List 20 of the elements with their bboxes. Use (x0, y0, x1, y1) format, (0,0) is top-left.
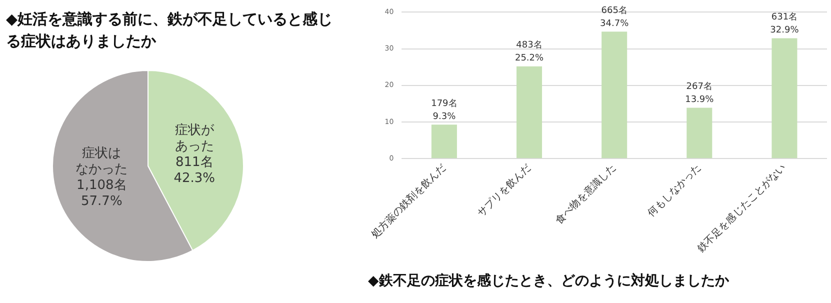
chart-title: ◆妊活を意識する前に、鉄が不足していると感じる症状はありましたか (6, 9, 334, 52)
slice-label: 症状はなかった (76, 146, 128, 177)
bar (602, 32, 628, 158)
slice-label: 症状があった (174, 122, 215, 154)
data-label: 267名 13.9% (685, 81, 714, 106)
x-tick-label: 食べ物を意識した (553, 161, 618, 226)
x-tick-label: 処方薬の鉄剤を飲んだ (368, 161, 448, 241)
x-tick-label: 何もしなかった (646, 162, 704, 220)
data-label: 1,108名 57.7% (76, 178, 127, 209)
bar (431, 124, 457, 158)
data-label: 179名 9.3% (431, 98, 458, 122)
text: ◆鉄不足の症状を感じたとき、どのように対処しましたか (368, 272, 730, 290)
data-label: 665名 34.7% (600, 4, 630, 29)
bar (686, 108, 712, 158)
data-label: 811名 42.3% (174, 154, 215, 186)
data-label: 631名 32.9% (770, 12, 800, 36)
bar (772, 38, 798, 158)
x-tick-label: サプリを飲んだ (475, 161, 534, 220)
data-label: 483名 25.2% (514, 40, 544, 64)
bar (516, 66, 542, 158)
